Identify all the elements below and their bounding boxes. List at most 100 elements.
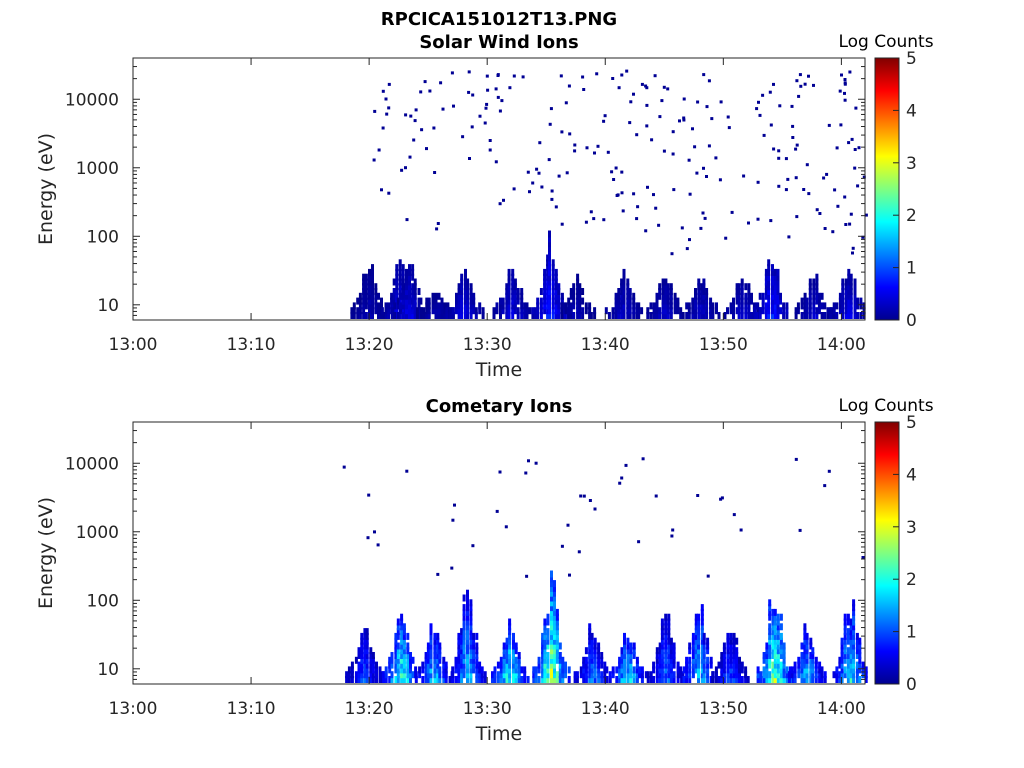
heatmap-cell: [740, 302, 744, 310]
heatmap-cell: [853, 166, 857, 170]
colorbar-tick-label: 2: [906, 570, 917, 590]
heatmap-cell: [429, 652, 433, 659]
heatmap-cell: [396, 628, 400, 636]
heatmap-cell: [808, 292, 812, 300]
heatmap-cell: [550, 642, 553, 650]
heatmap-cell: [548, 259, 551, 267]
heatmap-cell: [687, 302, 691, 310]
heatmap-cell: [815, 307, 819, 315]
heatmap-cell: [796, 307, 800, 315]
heatmap-cell: [548, 240, 551, 248]
heatmap-cell: [812, 307, 816, 315]
heatmap-cell: [402, 656, 406, 664]
heatmap-cell: [628, 302, 632, 310]
heatmap-cell: [700, 623, 704, 631]
heatmap-cell: [360, 656, 364, 664]
heatmap-cell: [660, 656, 664, 664]
heatmap-cell: [632, 666, 636, 674]
heatmap-cell: [822, 176, 826, 180]
heatmap-cell: [652, 661, 656, 669]
heatmap-cell: [398, 297, 402, 305]
heatmap-cell: [846, 652, 850, 659]
heatmap-cell: [538, 141, 542, 145]
heatmap-cell: [864, 671, 868, 679]
x-tick-label: 13:50: [699, 699, 748, 719]
heatmap-cell: [767, 307, 771, 315]
heatmap-cell: [776, 666, 780, 674]
heatmap-cell: [797, 671, 801, 679]
heatmap-cell: [357, 652, 361, 659]
heatmap-cell: [847, 283, 851, 291]
heatmap-cell: [520, 676, 524, 683]
heatmap-cell: [776, 632, 780, 640]
heatmap-cell: [540, 185, 544, 189]
heatmap-cell: [805, 652, 809, 659]
heatmap-cell: [358, 307, 362, 315]
heatmap-cell: [388, 676, 392, 683]
heatmap-cell: [755, 107, 759, 111]
heatmap-cell: [805, 642, 809, 650]
heatmap-cell: [390, 661, 394, 669]
heatmap-cell: [691, 312, 695, 319]
heatmap-cell: [626, 656, 630, 664]
heatmap-cell: [498, 109, 502, 113]
heatmap-cell: [548, 254, 551, 262]
heatmap-cell: [464, 292, 467, 300]
heatmap-cell: [593, 647, 597, 655]
heatmap-cell: [661, 297, 665, 305]
heatmap-cell: [776, 618, 780, 626]
heatmap-cell: [414, 108, 418, 112]
heatmap-cells: [342, 457, 868, 683]
heatmap-cell: [406, 656, 410, 664]
heatmap-cell: [652, 676, 656, 683]
heatmap-cell: [554, 312, 558, 319]
heatmap-cell: [843, 642, 847, 650]
heatmap-cell: [603, 114, 607, 118]
heatmap-cell: [623, 676, 626, 683]
heatmap-cell: [768, 661, 772, 669]
heatmap-cell: [720, 652, 724, 659]
heatmap-cell: [702, 666, 706, 674]
heatmap-cell: [815, 297, 819, 305]
heatmap-cell: [626, 671, 630, 679]
heatmap-cell: [789, 666, 792, 674]
heatmap-cell: [827, 123, 831, 127]
heatmap-cell: [466, 608, 469, 616]
heatmap-cell: [732, 307, 735, 315]
heatmap-cell: [405, 268, 408, 276]
heatmap-cell: [800, 676, 804, 683]
heatmap-cell: [554, 273, 558, 281]
heatmap-cell: [691, 637, 695, 645]
heatmap-cell: [640, 676, 644, 683]
heatmap-cell: [694, 632, 698, 640]
heatmap-cell: [541, 676, 545, 683]
heatmap-cell: [505, 302, 509, 310]
heatmap-cell: [445, 312, 449, 319]
heatmap-cell: [844, 223, 848, 226]
heatmap-cell: [363, 676, 367, 683]
heatmap-cell: [778, 104, 782, 108]
heatmap-cell: [466, 307, 470, 315]
heatmap-cell: [396, 647, 400, 655]
heatmap-cell: [702, 302, 706, 310]
heatmap-cell: [673, 307, 677, 315]
heatmap-cell: [823, 671, 827, 679]
heatmap-cell: [661, 288, 665, 295]
heatmap-cell: [460, 671, 464, 679]
heatmap-cell: [505, 647, 509, 655]
heatmap-cell: [655, 292, 659, 300]
heatmap-cell: [729, 307, 733, 315]
heatmap-cell: [697, 288, 701, 295]
heatmap-cell: [853, 278, 857, 286]
heatmap-cell: [374, 302, 378, 310]
heatmap-cell: [679, 307, 683, 315]
heatmap-cell: [534, 666, 538, 674]
heatmap-cell: [841, 302, 845, 310]
heatmap-cell: [392, 288, 396, 295]
heatmap-cell: [843, 632, 847, 640]
heatmap-cell: [697, 647, 700, 655]
heatmap-cell: [809, 637, 813, 645]
heatmap-cell: [661, 283, 665, 291]
heatmap-cell: [852, 676, 856, 683]
